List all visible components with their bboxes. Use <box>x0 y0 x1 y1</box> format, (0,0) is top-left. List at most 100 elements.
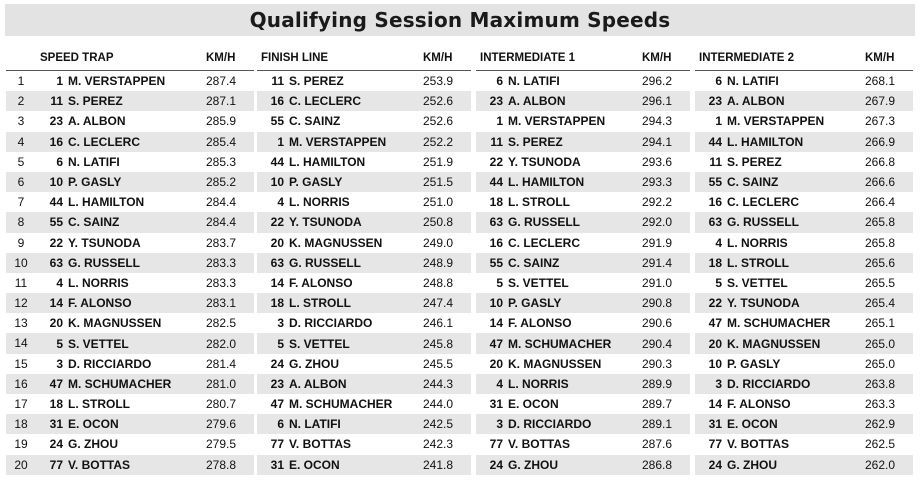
driver-name: G. RUSSELL <box>68 255 141 270</box>
table-row: 22 Y. TSUNODA 283.7 <box>36 233 254 253</box>
position-cell: 19 <box>14 437 28 452</box>
car-number: 14 <box>270 275 284 290</box>
speed-value: 248.9 <box>423 255 454 270</box>
speed-value: 263.3 <box>865 397 896 412</box>
driver-name: S. PEREZ <box>508 134 563 149</box>
car-number: 77 <box>49 457 63 472</box>
driver-name: V. BOTTAS <box>68 457 131 472</box>
driver-name: M. VERSTAPPEN <box>68 74 166 89</box>
table-row: 44 L. HAMILTON 293.3 <box>476 171 690 193</box>
position-cell: 1 <box>17 74 25 88</box>
car-number: 5 <box>715 275 722 290</box>
speed-value: 296.1 <box>642 94 673 109</box>
driver-name: G. RUSSELL <box>508 215 581 230</box>
car-number: 24 <box>49 437 63 452</box>
driver-name: P. GASLY <box>727 356 781 371</box>
car-number: 16 <box>708 195 722 210</box>
speed-value: 252.2 <box>423 134 454 149</box>
position-cell: 4 <box>6 131 36 152</box>
car-number: 44 <box>49 195 63 210</box>
table-row: 6 N. LATIFI 285.3 <box>36 152 254 172</box>
table-row: 14 F. ALONSO 283.1 <box>36 293 254 314</box>
table-row: 77 V. BOTTAS 287.6 <box>476 434 690 454</box>
driver-name: C. SAINZ <box>508 255 560 270</box>
car-number: 18 <box>49 397 63 412</box>
driver-name: F. ALONSO <box>289 275 353 290</box>
position-cell: 2 <box>6 91 36 112</box>
car-number: 55 <box>489 255 503 270</box>
speed-value: 244.3 <box>423 376 454 391</box>
speed-value: 262.5 <box>865 437 896 452</box>
table-row: 77 V. BOTTAS 242.3 <box>257 434 471 454</box>
position-header <box>6 52 36 71</box>
driver-name: M. SCHUMACHER <box>508 336 612 351</box>
speed-value: 242.5 <box>423 417 454 432</box>
car-number: 14 <box>708 397 722 412</box>
table-row: 1 M. VERSTAPPEN 287.4 <box>36 71 254 91</box>
car-number: 6 <box>56 154 63 169</box>
driver-name: N. LATIFI <box>727 74 779 89</box>
table-row: 3 D. RICCIARDO 246.1 <box>257 313 471 333</box>
car-number: 4 <box>496 376 503 391</box>
table-row: 1 M. VERSTAPPEN 252.2 <box>257 131 471 152</box>
speed-value: 278.8 <box>206 457 237 472</box>
position-cell: 15 <box>14 356 28 371</box>
driver-name: P. GASLY <box>508 296 562 311</box>
panel-speed-trap: SPEED TRAP KM/H 1 M. VERSTAPPEN 287.4 11 S. … <box>36 52 254 475</box>
speed-value: 286.8 <box>642 457 673 472</box>
table-row: 47 M. SCHUMACHER 281.0 <box>36 373 254 394</box>
car-number: 6 <box>277 417 284 432</box>
driver-name: L. HAMILTON <box>508 175 585 190</box>
driver-name: C. LECLERC <box>727 195 799 210</box>
driver-name: L. STROLL <box>727 255 789 270</box>
car-number: 4 <box>277 195 284 210</box>
speed-value: 283.7 <box>206 235 237 250</box>
driver-name: Y. TSUNODA <box>289 215 362 230</box>
car-number: 77 <box>708 437 722 452</box>
car-number: 23 <box>270 376 284 391</box>
position-column: 1 2 3 4 5 6 7 8 9 10 11 12 13 14 15 16 17 18 19 20 <box>6 52 36 475</box>
driver-name: S. VETTEL <box>289 336 350 351</box>
table-row: 10 P. GASLY 285.2 <box>36 171 254 193</box>
table-row: 4 L. NORRIS 283.3 <box>36 273 254 293</box>
speed-value: 247.4 <box>423 296 454 311</box>
driver-name: Y. TSUNODA <box>727 296 800 311</box>
car-number: 63 <box>708 215 722 230</box>
speed-value: 294.1 <box>642 134 673 149</box>
table-row: 18 L. STROLL 247.4 <box>257 293 471 314</box>
car-number: 47 <box>270 397 284 412</box>
car-number: 63 <box>49 255 63 270</box>
car-number: 10 <box>489 296 503 311</box>
table-row: 20 K. MAGNUSSEN 282.5 <box>36 313 254 333</box>
driver-name: G. ZHOU <box>68 437 118 452</box>
car-number: 3 <box>715 376 722 391</box>
car-number: 22 <box>489 154 503 169</box>
driver-name: C. SAINZ <box>68 215 120 230</box>
speed-value: 265.0 <box>865 356 896 371</box>
car-number: 16 <box>49 134 63 149</box>
driver-name: G. RUSSELL <box>727 215 800 230</box>
position-cell: 7 <box>17 195 25 210</box>
speed-value: 290.6 <box>642 316 673 331</box>
speed-value: 268.1 <box>865 74 896 89</box>
driver-name: C. LECLERC <box>289 94 361 109</box>
driver-name: L. STROLL <box>68 397 130 412</box>
table-row: 63 G. RUSSELL 265.8 <box>695 212 913 233</box>
table-row: 4 L. NORRIS 265.8 <box>695 233 913 253</box>
table-row: 20 K. MAGNUSSEN 249.0 <box>257 233 471 253</box>
driver-name: C. SAINZ <box>727 175 779 190</box>
speed-value: 289.1 <box>642 417 673 432</box>
title-bar: Qualifying Session Maximum Speeds <box>5 4 915 36</box>
driver-name: V. BOTTAS <box>727 437 790 452</box>
speed-value: 291.0 <box>642 275 673 290</box>
speed-value: 266.6 <box>865 175 896 190</box>
table-row: 18 L. STROLL 280.7 <box>36 394 254 414</box>
speed-value: 282.5 <box>206 316 237 331</box>
speed-value: 265.4 <box>865 296 896 311</box>
driver-name: L. STROLL <box>289 296 351 311</box>
table-row: 6 N. LATIFI 268.1 <box>695 71 913 91</box>
speed-value: 279.6 <box>206 417 237 432</box>
car-number: 44 <box>708 134 722 149</box>
speed-value: 284.4 <box>206 215 237 230</box>
car-number: 14 <box>49 296 63 311</box>
